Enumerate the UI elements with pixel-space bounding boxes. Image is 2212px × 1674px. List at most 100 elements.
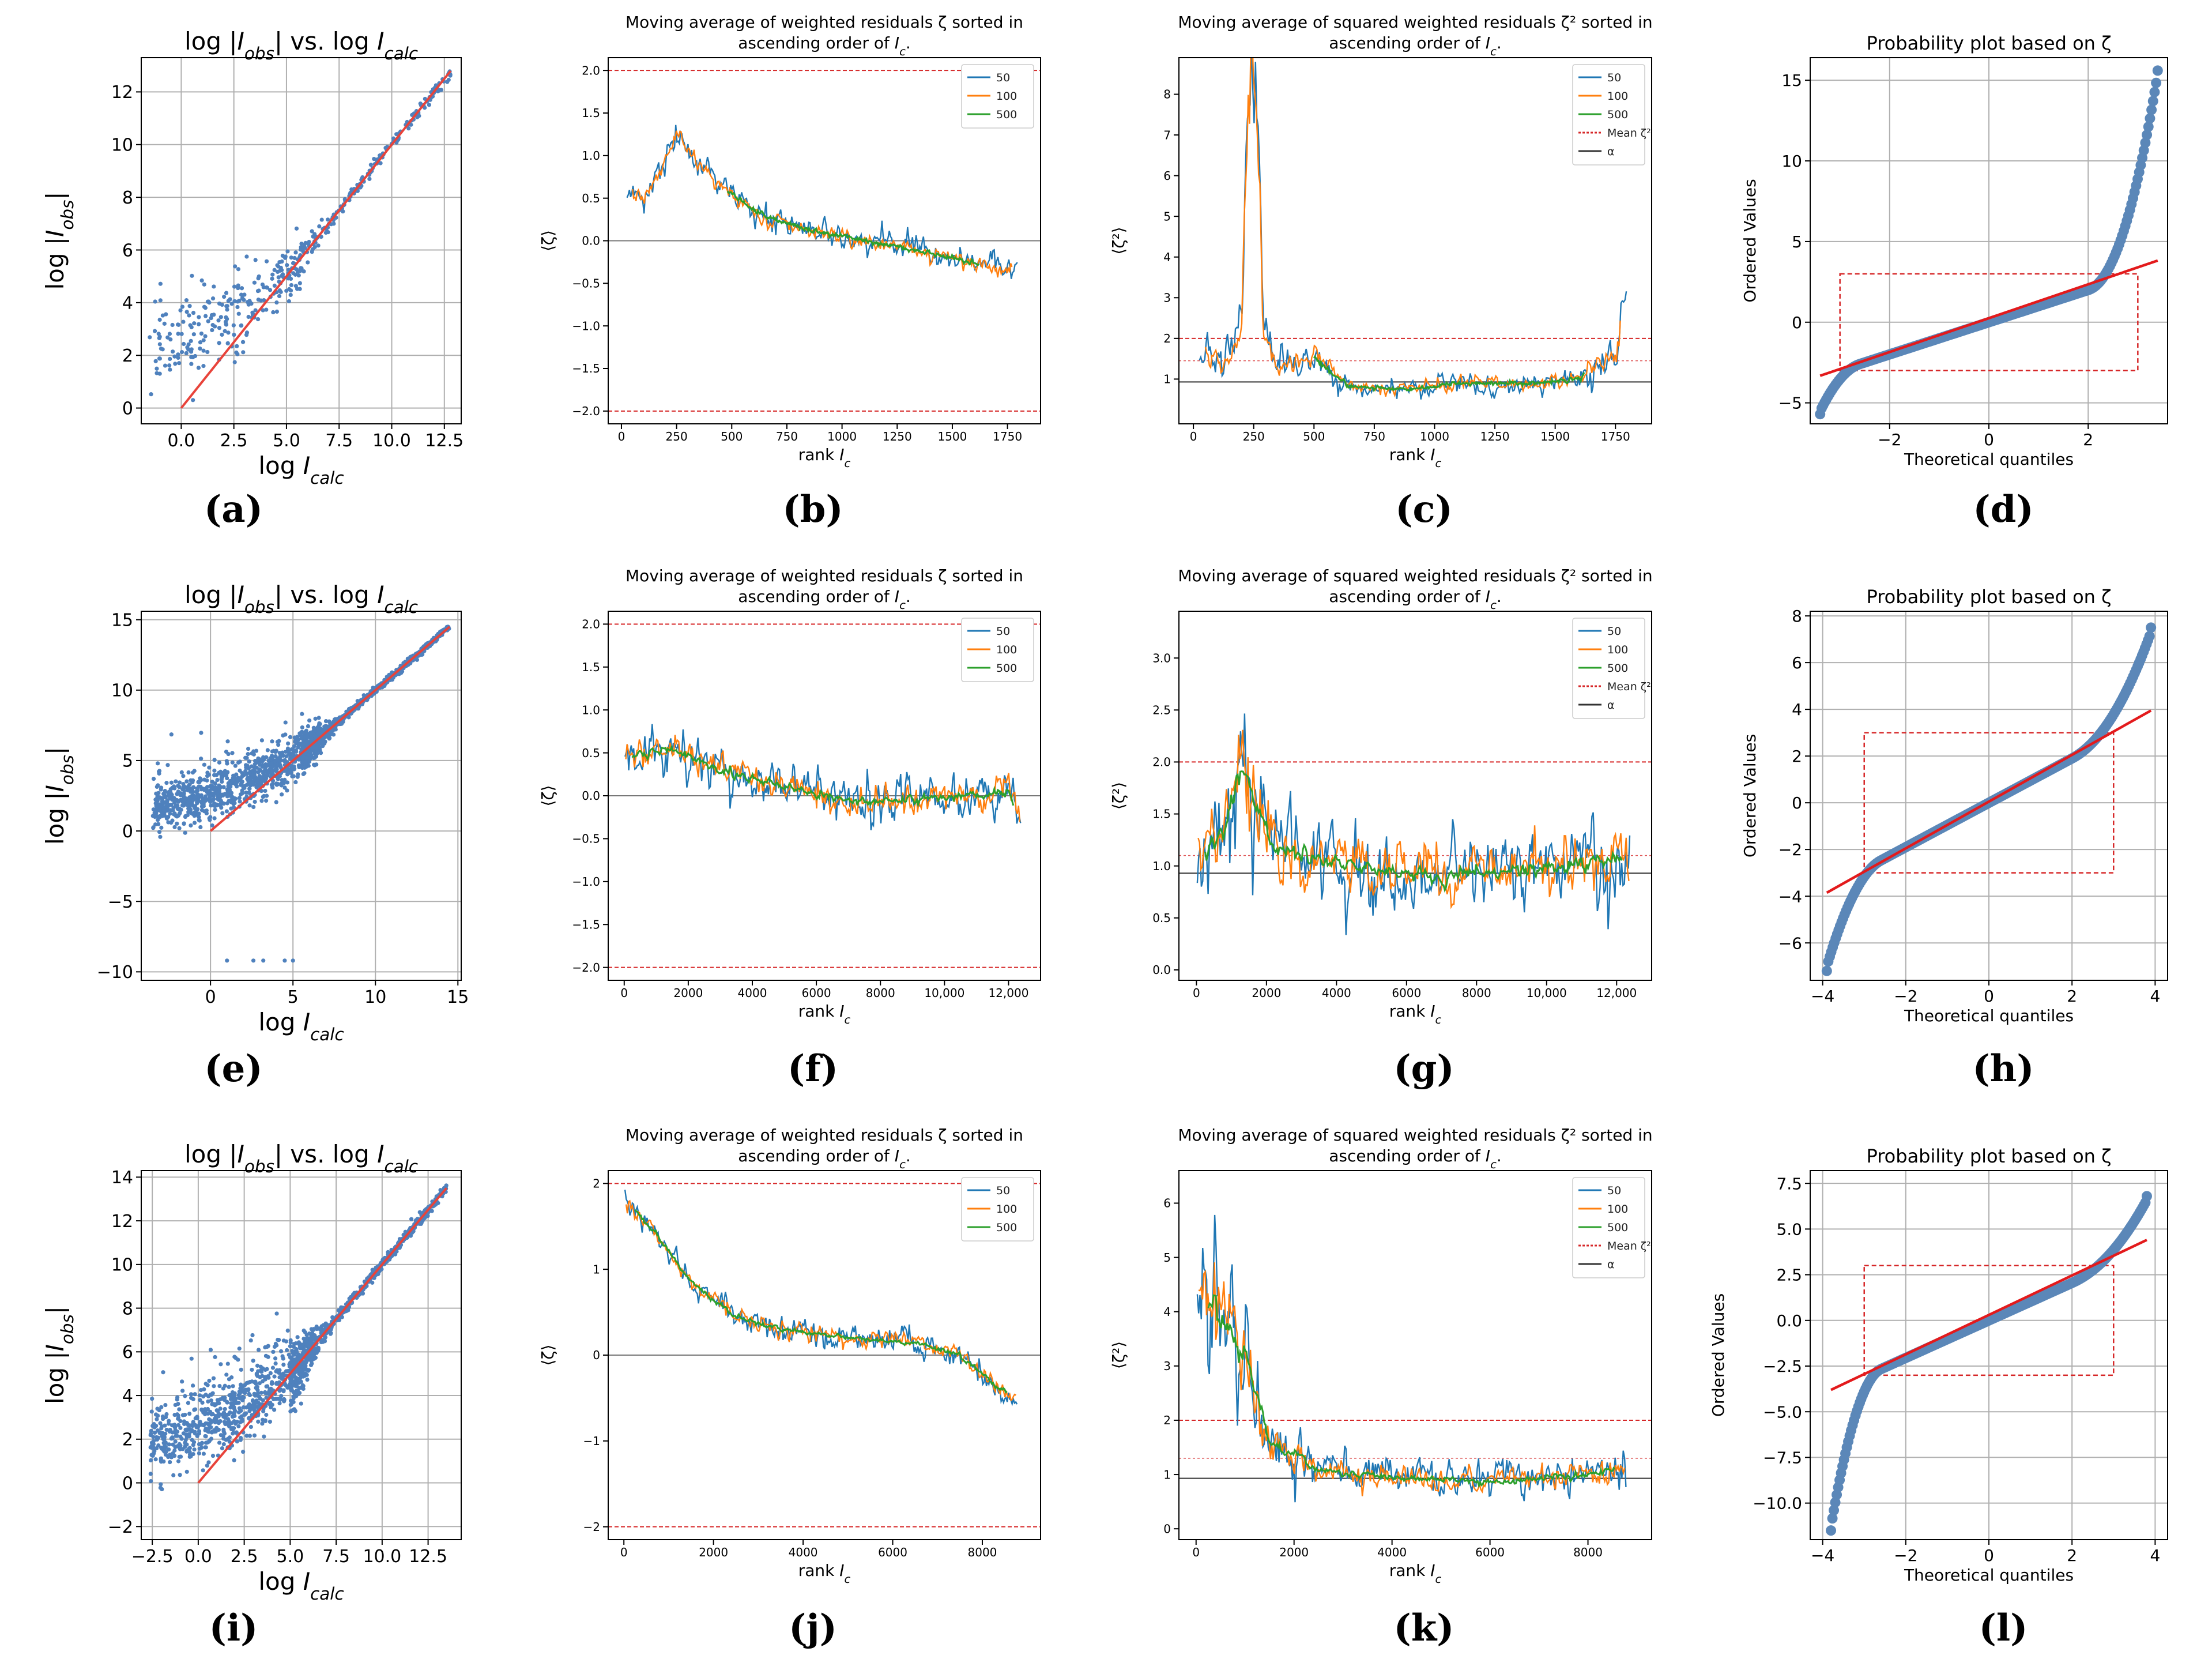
scatter-point <box>215 777 220 783</box>
scatter-point <box>154 1417 159 1421</box>
scatter-point <box>148 1472 153 1476</box>
scatter-point <box>305 740 310 744</box>
y-tick-label: −1.5 <box>572 362 600 375</box>
plot-area <box>608 623 1041 968</box>
axes-frame <box>1178 611 1652 981</box>
qq-point <box>2144 631 2155 642</box>
scatter-point <box>288 770 292 775</box>
y-tick-label: 3 <box>1163 1359 1171 1373</box>
central-region-box <box>1839 273 2139 371</box>
scatter-point <box>168 337 173 342</box>
scatter-point <box>248 1407 253 1412</box>
panel-letter: (b) <box>782 488 843 531</box>
chart-title-line: Moving average of weighted residuals ζ s… <box>625 566 1023 585</box>
legend-label: 100 <box>996 644 1017 656</box>
axes-frame <box>141 1170 462 1540</box>
scatter-point <box>196 366 201 370</box>
chart-title: log |Iobs| vs. log Icalc <box>184 1140 418 1176</box>
scatter-point <box>406 126 411 131</box>
scatter-point <box>228 297 232 302</box>
scatter-point <box>232 332 236 337</box>
scatter-point <box>206 319 210 323</box>
scatter-point <box>246 752 250 757</box>
x-tick-label: 4000 <box>1322 986 1351 1000</box>
scatter-point <box>172 1423 177 1427</box>
scatter-point <box>275 263 280 268</box>
scatter-point <box>184 1420 189 1425</box>
y-tick-label: 7.5 <box>1776 1174 1802 1193</box>
y-tick-label: 6 <box>122 240 133 261</box>
x-tick-label: 250 <box>666 430 688 443</box>
x-tick-label: 6000 <box>1475 1545 1505 1559</box>
legend: 50 100 500 Mean ζ² α <box>1572 1177 1651 1278</box>
scatter-point <box>270 1381 274 1386</box>
scatter-point <box>226 1423 231 1427</box>
scatter-point <box>250 1379 254 1384</box>
x-tick-label: 750 <box>776 430 798 443</box>
scatter-point <box>300 759 304 765</box>
scatter-point <box>201 364 206 368</box>
scatter-point <box>187 782 192 787</box>
scatter-point <box>210 780 214 784</box>
scatter-point <box>278 1397 283 1402</box>
scatter-point <box>242 785 247 791</box>
scatter-point <box>240 774 244 779</box>
scatter-point <box>257 274 261 279</box>
panel-d: −2 0 2 −5 0 5 10 15 Probability plot based on ζ T… <box>1740 32 2168 531</box>
scatter-point <box>168 356 172 362</box>
scatter-point <box>288 735 293 739</box>
scatter-point <box>205 1421 210 1426</box>
scatter-point <box>301 772 306 776</box>
scatter-point <box>280 259 284 264</box>
scatter-point <box>263 1375 267 1379</box>
plot-area <box>1810 58 2168 424</box>
scatter-point <box>184 1428 189 1433</box>
y-tick-label: 5 <box>1163 1251 1171 1265</box>
scatter-point <box>199 731 204 735</box>
scatter-point <box>224 322 228 326</box>
scatter-point <box>153 1457 158 1462</box>
qq-point <box>2152 65 2163 76</box>
x-tick-label: 4000 <box>789 1545 818 1559</box>
scatter-point <box>175 814 179 819</box>
scatter-point <box>265 773 269 778</box>
scatter-point <box>162 1449 167 1454</box>
scatter-point <box>251 752 256 757</box>
scatter-point <box>230 751 235 755</box>
x-tick-label: 0.0 <box>168 431 195 451</box>
scatter-point <box>247 1434 252 1438</box>
scatter-point <box>178 811 182 815</box>
scatter-point <box>190 788 195 793</box>
scatter-point <box>271 1349 276 1354</box>
scatter-point <box>259 799 264 803</box>
x-tick-label: 2.5 <box>220 431 248 451</box>
scatter-point <box>198 340 203 345</box>
scatter-point <box>261 755 266 759</box>
scatter-point <box>156 797 160 802</box>
scatter-point <box>261 778 265 783</box>
x-tick-label: 2 <box>2067 987 2077 1006</box>
x-tick-label: −2 <box>1878 430 1901 449</box>
scatter-point <box>176 1423 181 1427</box>
x-tick-label: −2 <box>1894 1546 1917 1565</box>
x-tick-label: 0 <box>620 1545 628 1559</box>
x-tick-label: −4 <box>1811 987 1834 1006</box>
legend-label: 100 <box>996 1203 1017 1216</box>
y-tick-label: −2 <box>1778 840 1802 859</box>
series-100 <box>1204 58 1621 398</box>
scatter-point <box>201 1468 205 1473</box>
scatter-point <box>291 271 296 276</box>
panel-e: 0 5 10 15 −10 −5 0 5 10 15 log |Iobs| vs. log Ical… <box>41 581 469 1090</box>
scatter-point <box>231 1431 236 1435</box>
qq-point <box>1829 1505 1840 1516</box>
scatter-point <box>201 338 206 343</box>
scatter-point <box>243 763 248 768</box>
scatter-point <box>198 1393 202 1398</box>
scatter-point <box>197 1442 202 1447</box>
scatter-point <box>284 750 288 754</box>
scatter-point <box>232 284 237 289</box>
scatter-point <box>445 80 450 84</box>
scatter-point <box>158 834 163 839</box>
scatter-point <box>274 309 279 314</box>
scatter-point <box>210 296 216 301</box>
